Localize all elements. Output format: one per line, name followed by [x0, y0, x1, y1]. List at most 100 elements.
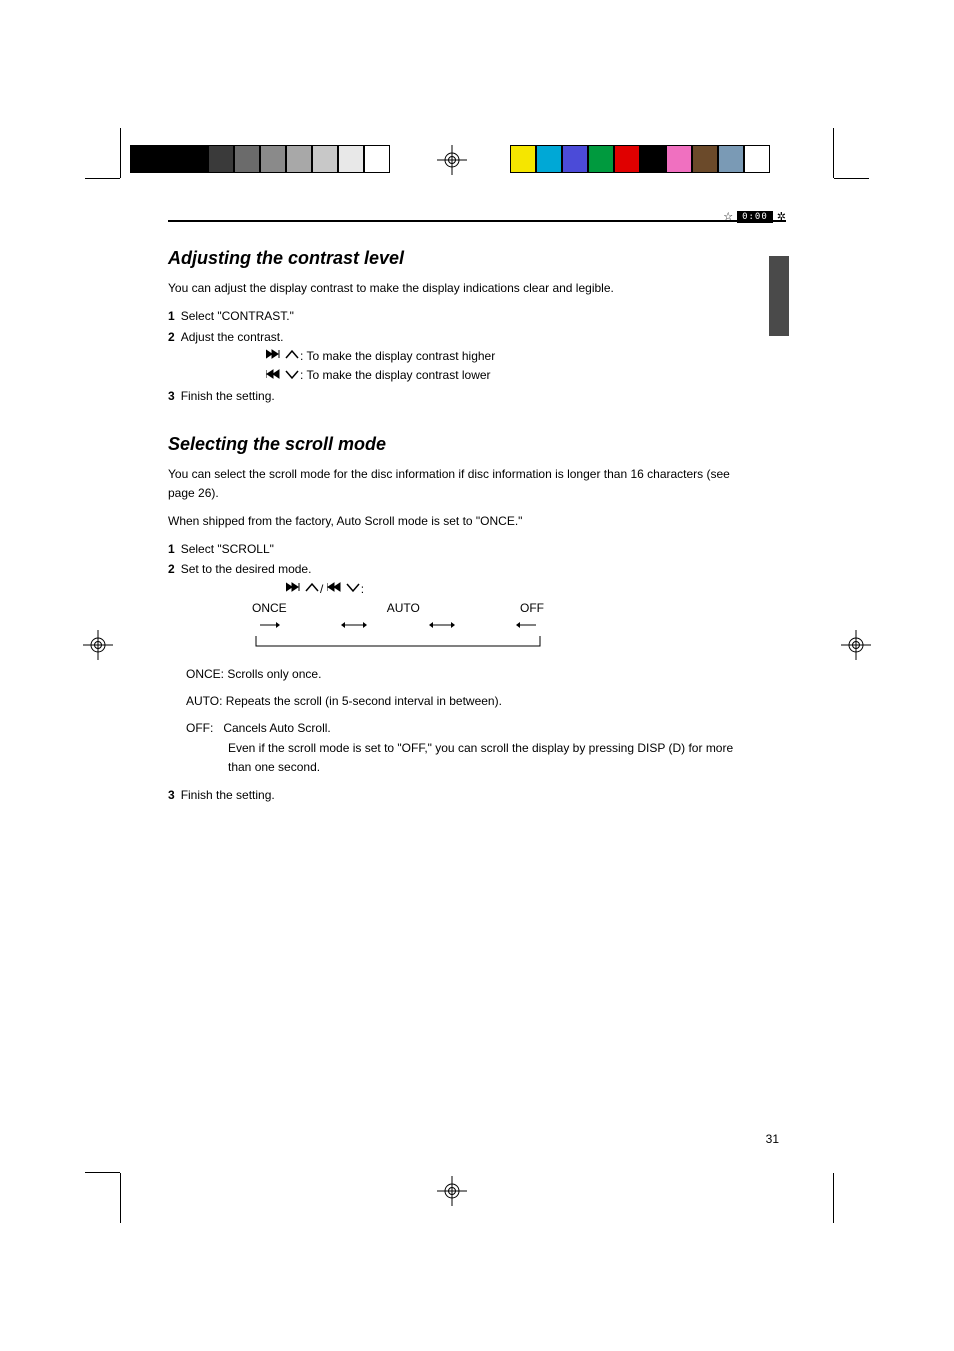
- calibration-swatch: [234, 145, 260, 173]
- fast-forward-up-icon: [266, 347, 300, 366]
- diagram-labels: ONCE AUTO OFF: [248, 601, 548, 615]
- colon: :: [361, 582, 364, 596]
- step-list: 1 Select "CONTRAST." 2 Adjust the contrast…: [168, 306, 754, 347]
- crop-mark: [833, 128, 834, 178]
- step-number: 3: [168, 389, 175, 403]
- step-item: 2 Adjust the contrast.: [168, 327, 754, 347]
- step-text: Finish the setting.: [181, 788, 275, 802]
- crop-mark: [834, 178, 869, 179]
- color-calibration-bar: [510, 145, 770, 173]
- arrow-bidir-icon: [429, 617, 455, 635]
- grayscale-calibration-bar: [130, 145, 390, 173]
- calibration-swatch: [588, 145, 614, 173]
- gear-icon: ✲: [777, 210, 786, 223]
- scroll-section: Selecting the scroll mode You can select…: [168, 434, 754, 805]
- intro-text: You can select the scroll mode for the d…: [168, 465, 754, 503]
- step-list: 1 Select "SCROLL" 2 Set to the desired mod…: [168, 539, 754, 580]
- crop-mark: [120, 128, 121, 178]
- calibration-swatch: [338, 145, 364, 173]
- step-list: 3 Finish the setting.: [168, 785, 754, 805]
- fast-forward-up-icon: [286, 580, 320, 599]
- registration-mark-icon: [841, 630, 871, 660]
- page-header: ☆ 0:00 ✲: [168, 214, 786, 222]
- mode-note: ONCE: Scrolls only once.: [186, 665, 754, 684]
- calibration-swatch: [536, 145, 562, 173]
- registration-mark-icon: [437, 1176, 467, 1206]
- note-text: : To make the display contrast lower: [300, 368, 491, 382]
- calibration-swatch: [312, 145, 338, 173]
- calibration-swatch: [692, 145, 718, 173]
- step-text: Set to the desired mode.: [181, 562, 312, 576]
- arrow-right-icon: [260, 617, 280, 635]
- intro-text: You can adjust the display contrast to m…: [168, 279, 754, 298]
- section-heading: Selecting the scroll mode: [168, 434, 754, 455]
- calibration-swatch: [286, 145, 312, 173]
- step-number: 1: [168, 542, 175, 556]
- calibration-swatch: [614, 145, 640, 173]
- rewind-down-icon: [327, 580, 361, 599]
- step-text: Adjust the contrast.: [181, 330, 284, 344]
- calibration-swatch: [640, 145, 666, 173]
- diagram-label: OFF: [520, 601, 544, 615]
- note-label: ONCE:: [186, 667, 224, 681]
- header-rule: [168, 220, 786, 222]
- step-item: 3 Finish the setting.: [168, 785, 754, 805]
- note-text: Repeats the scroll (in 5-second interval…: [226, 694, 502, 708]
- registration-mark-icon: [437, 145, 467, 175]
- note-text: Cancels Auto Scroll.: [223, 721, 330, 735]
- star-icon: ☆: [723, 210, 733, 223]
- direction-note: : To make the display contrast higher : …: [186, 347, 754, 386]
- calibration-swatch: [260, 145, 286, 173]
- scroll-mode-diagram: ONCE AUTO OFF: [248, 601, 548, 655]
- diagram-bracket: [248, 636, 548, 650]
- calibration-swatch: [562, 145, 588, 173]
- rewind-down-icon: [266, 367, 300, 386]
- arrow-bidir-icon: [341, 617, 367, 635]
- calibration-swatch: [156, 145, 182, 173]
- step-number: 3: [168, 788, 175, 802]
- calibration-swatch: [666, 145, 692, 173]
- note-text: : To make the display contrast higher: [300, 349, 495, 363]
- calibration-swatch: [510, 145, 536, 173]
- slash: /: [320, 582, 323, 596]
- mode-note: AUTO: Repeats the scroll (in 5-second in…: [186, 692, 754, 711]
- diagram-label: AUTO: [387, 601, 420, 615]
- step-text: Select "SCROLL": [181, 542, 274, 556]
- tip-text: Even if the scroll mode is set to "OFF,"…: [228, 741, 733, 774]
- section-heading: Adjusting the contrast level: [168, 248, 754, 269]
- calibration-swatch: [130, 145, 156, 173]
- diagram-label: ONCE: [252, 601, 287, 615]
- note-label: AUTO:: [186, 694, 222, 708]
- page-content: Adjusting the contrast level You can adj…: [168, 248, 754, 833]
- note-text: Scrolls only once.: [227, 667, 321, 681]
- registration-mark-icon: [83, 630, 113, 660]
- initial-text: When shipped from the factory, Auto Scro…: [168, 512, 754, 531]
- step-number: 2: [168, 562, 175, 576]
- step-number: 2: [168, 330, 175, 344]
- step-text: Select "CONTRAST.": [181, 309, 294, 323]
- calibration-swatch: [744, 145, 770, 173]
- step-list: 3 Finish the setting.: [168, 386, 754, 406]
- time-display: 0:00: [737, 211, 773, 223]
- step-text: Finish the setting.: [181, 389, 275, 403]
- status-indicator: ☆ 0:00 ✲: [723, 210, 786, 223]
- step-item: 2 Set to the desired mode.: [168, 559, 754, 579]
- step-item: 1 Select "SCROLL": [168, 539, 754, 559]
- diagram-arrows: [248, 617, 548, 635]
- note-label: OFF:: [186, 721, 213, 735]
- crop-mark: [85, 178, 120, 179]
- calibration-swatch: [718, 145, 744, 173]
- arrow-left-icon: [516, 617, 536, 635]
- calibration-swatch: [208, 145, 234, 173]
- crop-mark: [85, 1172, 120, 1173]
- page-number: 31: [766, 1132, 779, 1146]
- crop-mark: [120, 1173, 121, 1223]
- step-number: 1: [168, 309, 175, 323]
- calibration-swatch: [364, 145, 390, 173]
- calibration-swatch: [182, 145, 208, 173]
- side-tab: [769, 256, 789, 336]
- direction-note: / :: [186, 580, 754, 599]
- mode-note: OFF: Cancels Auto Scroll. Even if the scr…: [186, 719, 754, 777]
- crop-mark: [833, 1173, 834, 1223]
- step-item: 1 Select "CONTRAST.": [168, 306, 754, 326]
